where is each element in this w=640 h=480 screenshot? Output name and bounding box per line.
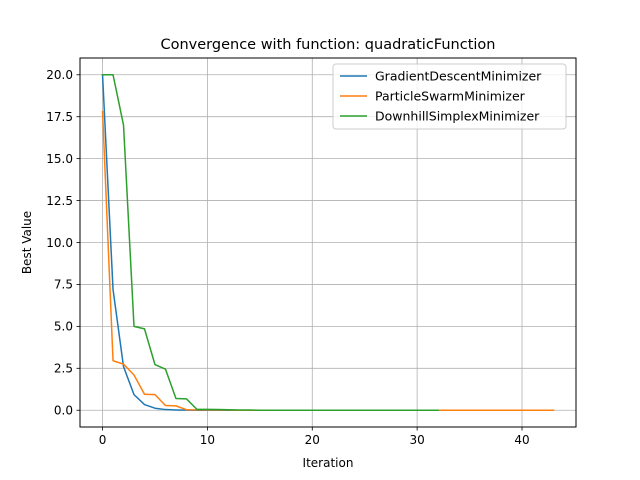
- legend: GradientDescentMinimizer ParticleSwarmMin…: [332, 63, 567, 130]
- y-tick-label: 10.0: [46, 236, 73, 250]
- x-tick-label: 10: [200, 433, 215, 447]
- y-tick-label: 12.5: [46, 194, 73, 208]
- chart-title: Convergence with function: quadraticFunc…: [160, 37, 495, 53]
- y-tick-label: 0.0: [54, 404, 73, 418]
- y-tick-label: 5.0: [54, 320, 73, 334]
- x-tick-label: 20: [305, 433, 320, 447]
- y-tick-label: 15.0: [46, 152, 73, 166]
- x-tick-label: 0: [99, 433, 107, 447]
- axis-ticks: 0 10 20 30 40 0.0 2.5 5.0 7.5 10.0 12.5 15.0 17.5 20.…: [46, 68, 529, 447]
- x-tick-label: 40: [514, 433, 529, 447]
- series-line-3: [101, 74, 439, 411]
- y-tick-label: 7.5: [54, 278, 73, 292]
- y-tick-label: 2.5: [54, 362, 73, 376]
- legend-box: [332, 63, 567, 130]
- x-tick-label: 30: [409, 433, 424, 447]
- legend-label: GradientDescentMinimizer: [375, 69, 542, 84]
- legend-label: DownhillSimplexMinimizer: [375, 109, 540, 124]
- y-tick-label: 17.5: [46, 110, 73, 124]
- x-axis-label: Iteration: [303, 456, 354, 470]
- legend-label: ParticleSwarmMinimizer: [375, 89, 526, 104]
- grid-lines: [80, 58, 576, 427]
- series-lines: [101, 73, 555, 411]
- y-tick-label: 20.0: [46, 68, 73, 82]
- y-axis-label: Best Value: [20, 211, 34, 274]
